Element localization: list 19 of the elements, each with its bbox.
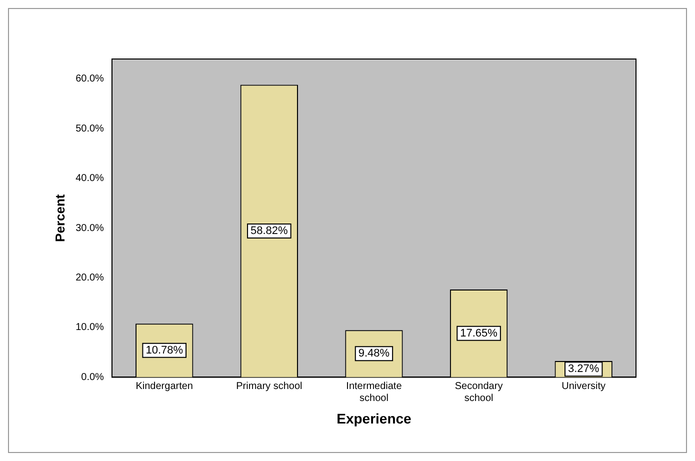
x-tick-label: University xyxy=(562,380,606,392)
data-label: 3.27% xyxy=(568,363,600,376)
y-tick-label: 30.0% xyxy=(76,222,104,234)
x-tick-label: Secondary school xyxy=(454,380,503,404)
data-label: 9.48% xyxy=(358,348,390,360)
data-label: 17.65% xyxy=(460,327,498,340)
x-tick-label: Primary school xyxy=(236,380,302,392)
y-tick-label: 60.0% xyxy=(76,74,104,85)
x-tick-label: Kindergarten xyxy=(136,380,193,392)
y-tick-label: 20.0% xyxy=(76,272,104,284)
y-tick-label: 50.0% xyxy=(76,123,104,134)
y-tick-label: 0.0% xyxy=(81,372,104,383)
data-label: 58.82% xyxy=(250,225,288,238)
data-label: 10.78% xyxy=(146,344,184,356)
y-axis-title: Percent xyxy=(52,194,68,242)
x-axis-title: Experience xyxy=(336,410,412,426)
x-tick-label: Intermediate school xyxy=(346,380,402,404)
y-tick-label: 10.0% xyxy=(76,322,104,334)
y-tick-label: 40.0% xyxy=(76,173,104,184)
